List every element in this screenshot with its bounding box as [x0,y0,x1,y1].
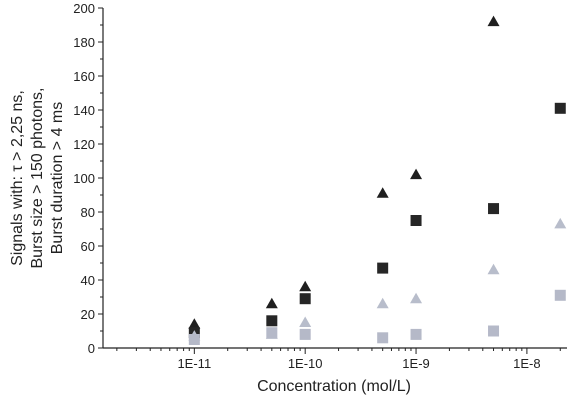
x-tick-label: 1E-11 [177,356,211,371]
y-tick-label: 60 [81,239,95,254]
y-tick-label: 20 [81,307,95,322]
triangle-marker [265,297,278,309]
square-marker [410,215,422,226]
x-axis-title: Concentration (mol/L) [257,378,411,395]
triangle-marker [487,15,500,27]
x-axis-ticks: 1E-11 1E-10 1E-9 1E-8 [116,348,561,371]
triangle-marker [487,263,500,275]
x-tick-label: 1E-9 [402,356,429,371]
square-marker [488,203,500,215]
y-tick-label: 160 [73,69,95,84]
square-marker [188,334,200,345]
axes [102,8,567,349]
y-tick-label: 200 [73,1,95,16]
triangle-marker [299,280,312,292]
square-marker [266,315,278,327]
triangle-marker [410,292,423,304]
triangle-marker [376,297,389,309]
triangle-marker [376,187,389,198]
triangle-marker [299,316,312,327]
y-axis-title-line: Burst size > 150 photons, [29,88,46,269]
square-marker [377,332,389,344]
y-tick-label: 0 [88,341,95,356]
square-marker [299,293,311,305]
square-marker [410,328,422,340]
square-marker [266,327,278,339]
y-tick-label: 100 [73,171,95,186]
x-tick-label: 1E-8 [513,356,540,371]
triangle-marker [554,217,567,229]
square-marker [299,328,311,340]
y-tick-label: 40 [81,273,95,288]
square-marker [554,289,566,301]
square-marker [554,102,566,114]
square-marker [488,325,500,337]
y-tick-label: 180 [73,35,95,50]
y-axis-title: Signals with: τ > 2,25 ns, Burst size > 1… [9,88,66,269]
data-points [188,15,567,345]
triangle-marker [410,168,423,180]
square-marker [377,262,389,274]
y-tick-label: 120 [73,137,95,152]
triangle-marker [188,318,201,329]
x-tick-label: 1E-10 [288,356,323,371]
y-tick-label: 140 [73,103,95,118]
y-tick-label: 80 [81,205,95,220]
y-axis-title-line: Burst duration > 4 ms [49,102,66,255]
y-axis-title-line: Signals with: τ > 2,25 ns, [9,90,26,266]
y-axis-ticks: 0 20 40 60 80 100 120 140 160 180 200 [73,1,103,356]
